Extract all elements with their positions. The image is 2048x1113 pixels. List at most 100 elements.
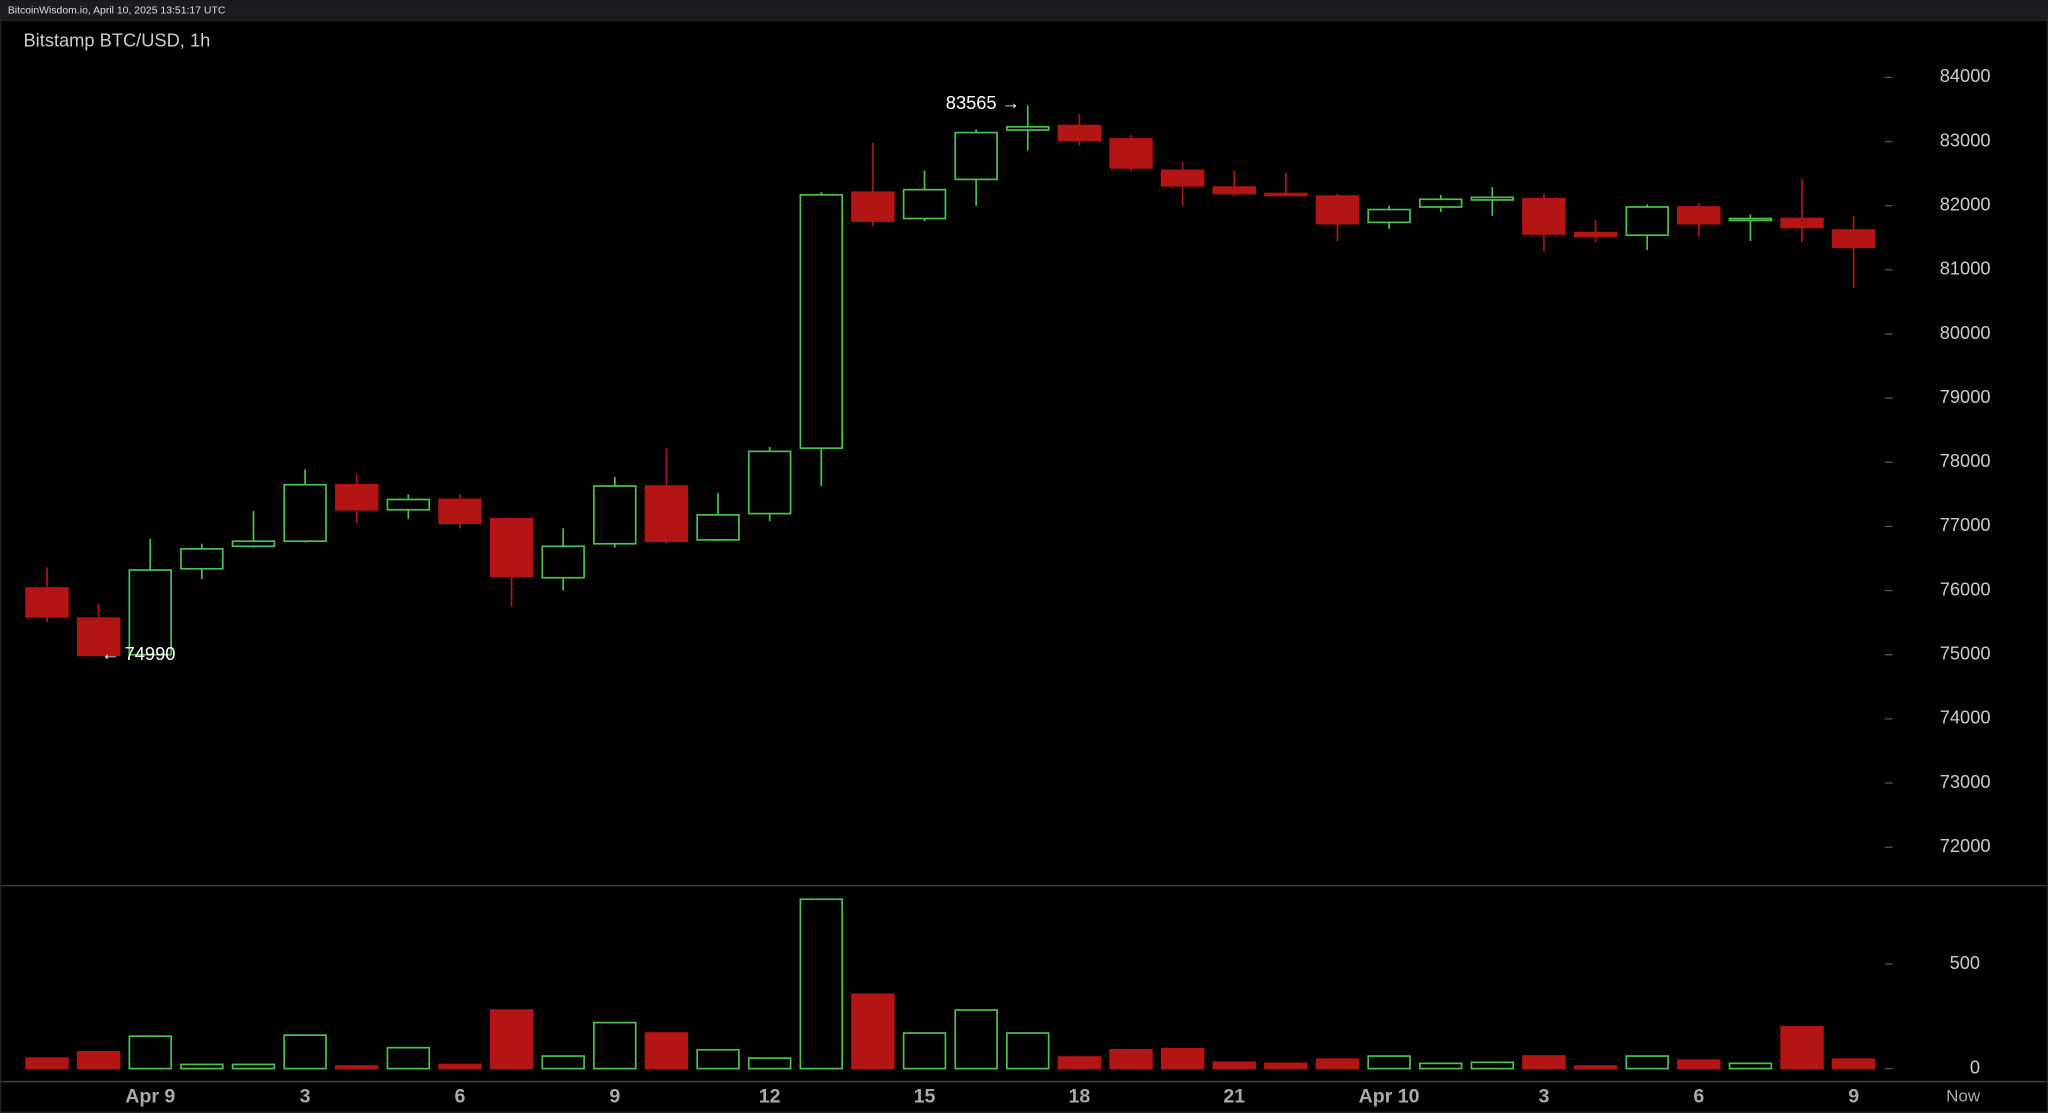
volume-bar	[954, 1009, 998, 1070]
volume-bar	[1057, 1056, 1102, 1070]
y-tick-label: 77000	[1940, 514, 1991, 535]
y-tick-label: 76000	[1940, 578, 1991, 599]
volume-bar	[1160, 1047, 1205, 1070]
candle-body	[231, 540, 276, 548]
candle-body	[334, 483, 379, 511]
candle-body	[696, 514, 740, 541]
candle-body	[541, 545, 585, 579]
candle-body	[851, 191, 895, 222]
x-now-label: Now	[1946, 1087, 1981, 1106]
candle-body	[438, 498, 482, 525]
y-tick-label: 73000	[1940, 771, 1991, 792]
candle-body	[489, 517, 534, 578]
candle-body	[1315, 195, 1360, 225]
candle-body	[1006, 125, 1050, 131]
volume-bar	[1573, 1065, 1618, 1070]
volume-bar	[76, 1051, 121, 1070]
volume-bar	[799, 898, 844, 1070]
x-tick-label: 18	[1068, 1085, 1090, 1107]
x-tick-label: 9	[1848, 1085, 1859, 1107]
chart-title: Bitstamp BTC/USD, 1h	[24, 30, 211, 51]
volume-bar	[1109, 1048, 1153, 1070]
volume-bar	[283, 1034, 327, 1070]
volume-bar	[386, 1046, 431, 1070]
volume-bar	[593, 1021, 637, 1070]
candle-body	[593, 485, 637, 545]
volume-bar	[541, 1055, 585, 1070]
candle-body	[1212, 186, 1256, 195]
x-tick-label: 12	[759, 1085, 781, 1107]
y-tick-label: 81000	[1940, 258, 1991, 279]
volume-bar	[1625, 1055, 1669, 1070]
x-tick-label: 3	[300, 1085, 311, 1107]
volume-tick-label: 500	[1950, 952, 1980, 973]
candle-body	[1470, 196, 1515, 201]
volume-bar	[1522, 1055, 1566, 1070]
volume-tick-label: 0	[1970, 1056, 1980, 1077]
x-tick-label: 21	[1223, 1085, 1245, 1107]
volume-bar	[696, 1048, 740, 1070]
candle-body	[1057, 124, 1102, 142]
volume-bar	[1264, 1062, 1308, 1070]
volume-bar	[180, 1063, 224, 1070]
x-tick-label: 6	[455, 1085, 466, 1107]
candle-body	[1264, 192, 1308, 197]
volume-bar	[1677, 1059, 1721, 1070]
y-tick-label: 74000	[1940, 707, 1991, 728]
frame	[0, 19, 2048, 1113]
header-text: BitcoinWisdom.io, April 10, 2025 13:51:1…	[8, 5, 226, 16]
candle-body	[25, 587, 69, 618]
candle-body	[1418, 198, 1463, 208]
candle-body	[1728, 217, 1773, 222]
y-tick-label: 80000	[1940, 322, 1991, 343]
volume-bar	[644, 1032, 689, 1070]
candle-body	[386, 498, 431, 511]
volume-bar	[1728, 1062, 1773, 1070]
volume-bar	[1315, 1058, 1360, 1070]
x-tick-label: 9	[609, 1085, 620, 1107]
candle-body	[1160, 169, 1205, 187]
candle-body	[644, 485, 689, 543]
candle-body	[1780, 217, 1824, 229]
top-bar	[0, 0, 2048, 20]
candle-body	[1831, 229, 1876, 249]
y-tick-label: 78000	[1940, 450, 1991, 471]
y-tick-label: 72000	[1940, 835, 1991, 856]
candle-body	[128, 569, 173, 656]
y-tick-label: 79000	[1940, 386, 1991, 407]
candle-body	[747, 450, 792, 515]
x-tick-label: Apr 9	[125, 1085, 175, 1107]
high-annotation: 83565 →	[946, 92, 1020, 113]
volume-bar	[902, 1032, 947, 1070]
volume-bar	[1780, 1025, 1824, 1070]
candle-body	[799, 193, 844, 450]
volume-bar	[1006, 1032, 1050, 1070]
candle-body	[1109, 138, 1153, 169]
candle-body	[1367, 208, 1411, 224]
volume-bar	[1367, 1055, 1411, 1070]
volume-bar	[1831, 1058, 1876, 1070]
volume-bar	[128, 1035, 173, 1070]
volume-bar	[851, 993, 895, 1070]
candle-body	[954, 131, 998, 181]
candle-body	[1677, 206, 1721, 225]
x-tick-label: Apr 10	[1359, 1085, 1420, 1107]
candle-body	[902, 188, 947, 220]
candle-body	[76, 617, 121, 657]
y-tick-label: 84000	[1940, 65, 1991, 86]
candle-body	[180, 548, 224, 570]
candle-body	[1522, 197, 1566, 235]
volume-bar	[1470, 1061, 1515, 1070]
volume-bar	[231, 1063, 276, 1070]
y-tick-label: 83000	[1940, 129, 1991, 150]
y-tick-label: 75000	[1940, 643, 1991, 664]
volume-bar	[334, 1065, 379, 1070]
volume-bar	[25, 1057, 69, 1070]
candle-body	[283, 483, 327, 543]
x-tick-label: 3	[1538, 1085, 1549, 1107]
volume-bar	[747, 1057, 792, 1070]
volume-bar	[1418, 1062, 1463, 1070]
x-tick-label: 6	[1693, 1085, 1704, 1107]
